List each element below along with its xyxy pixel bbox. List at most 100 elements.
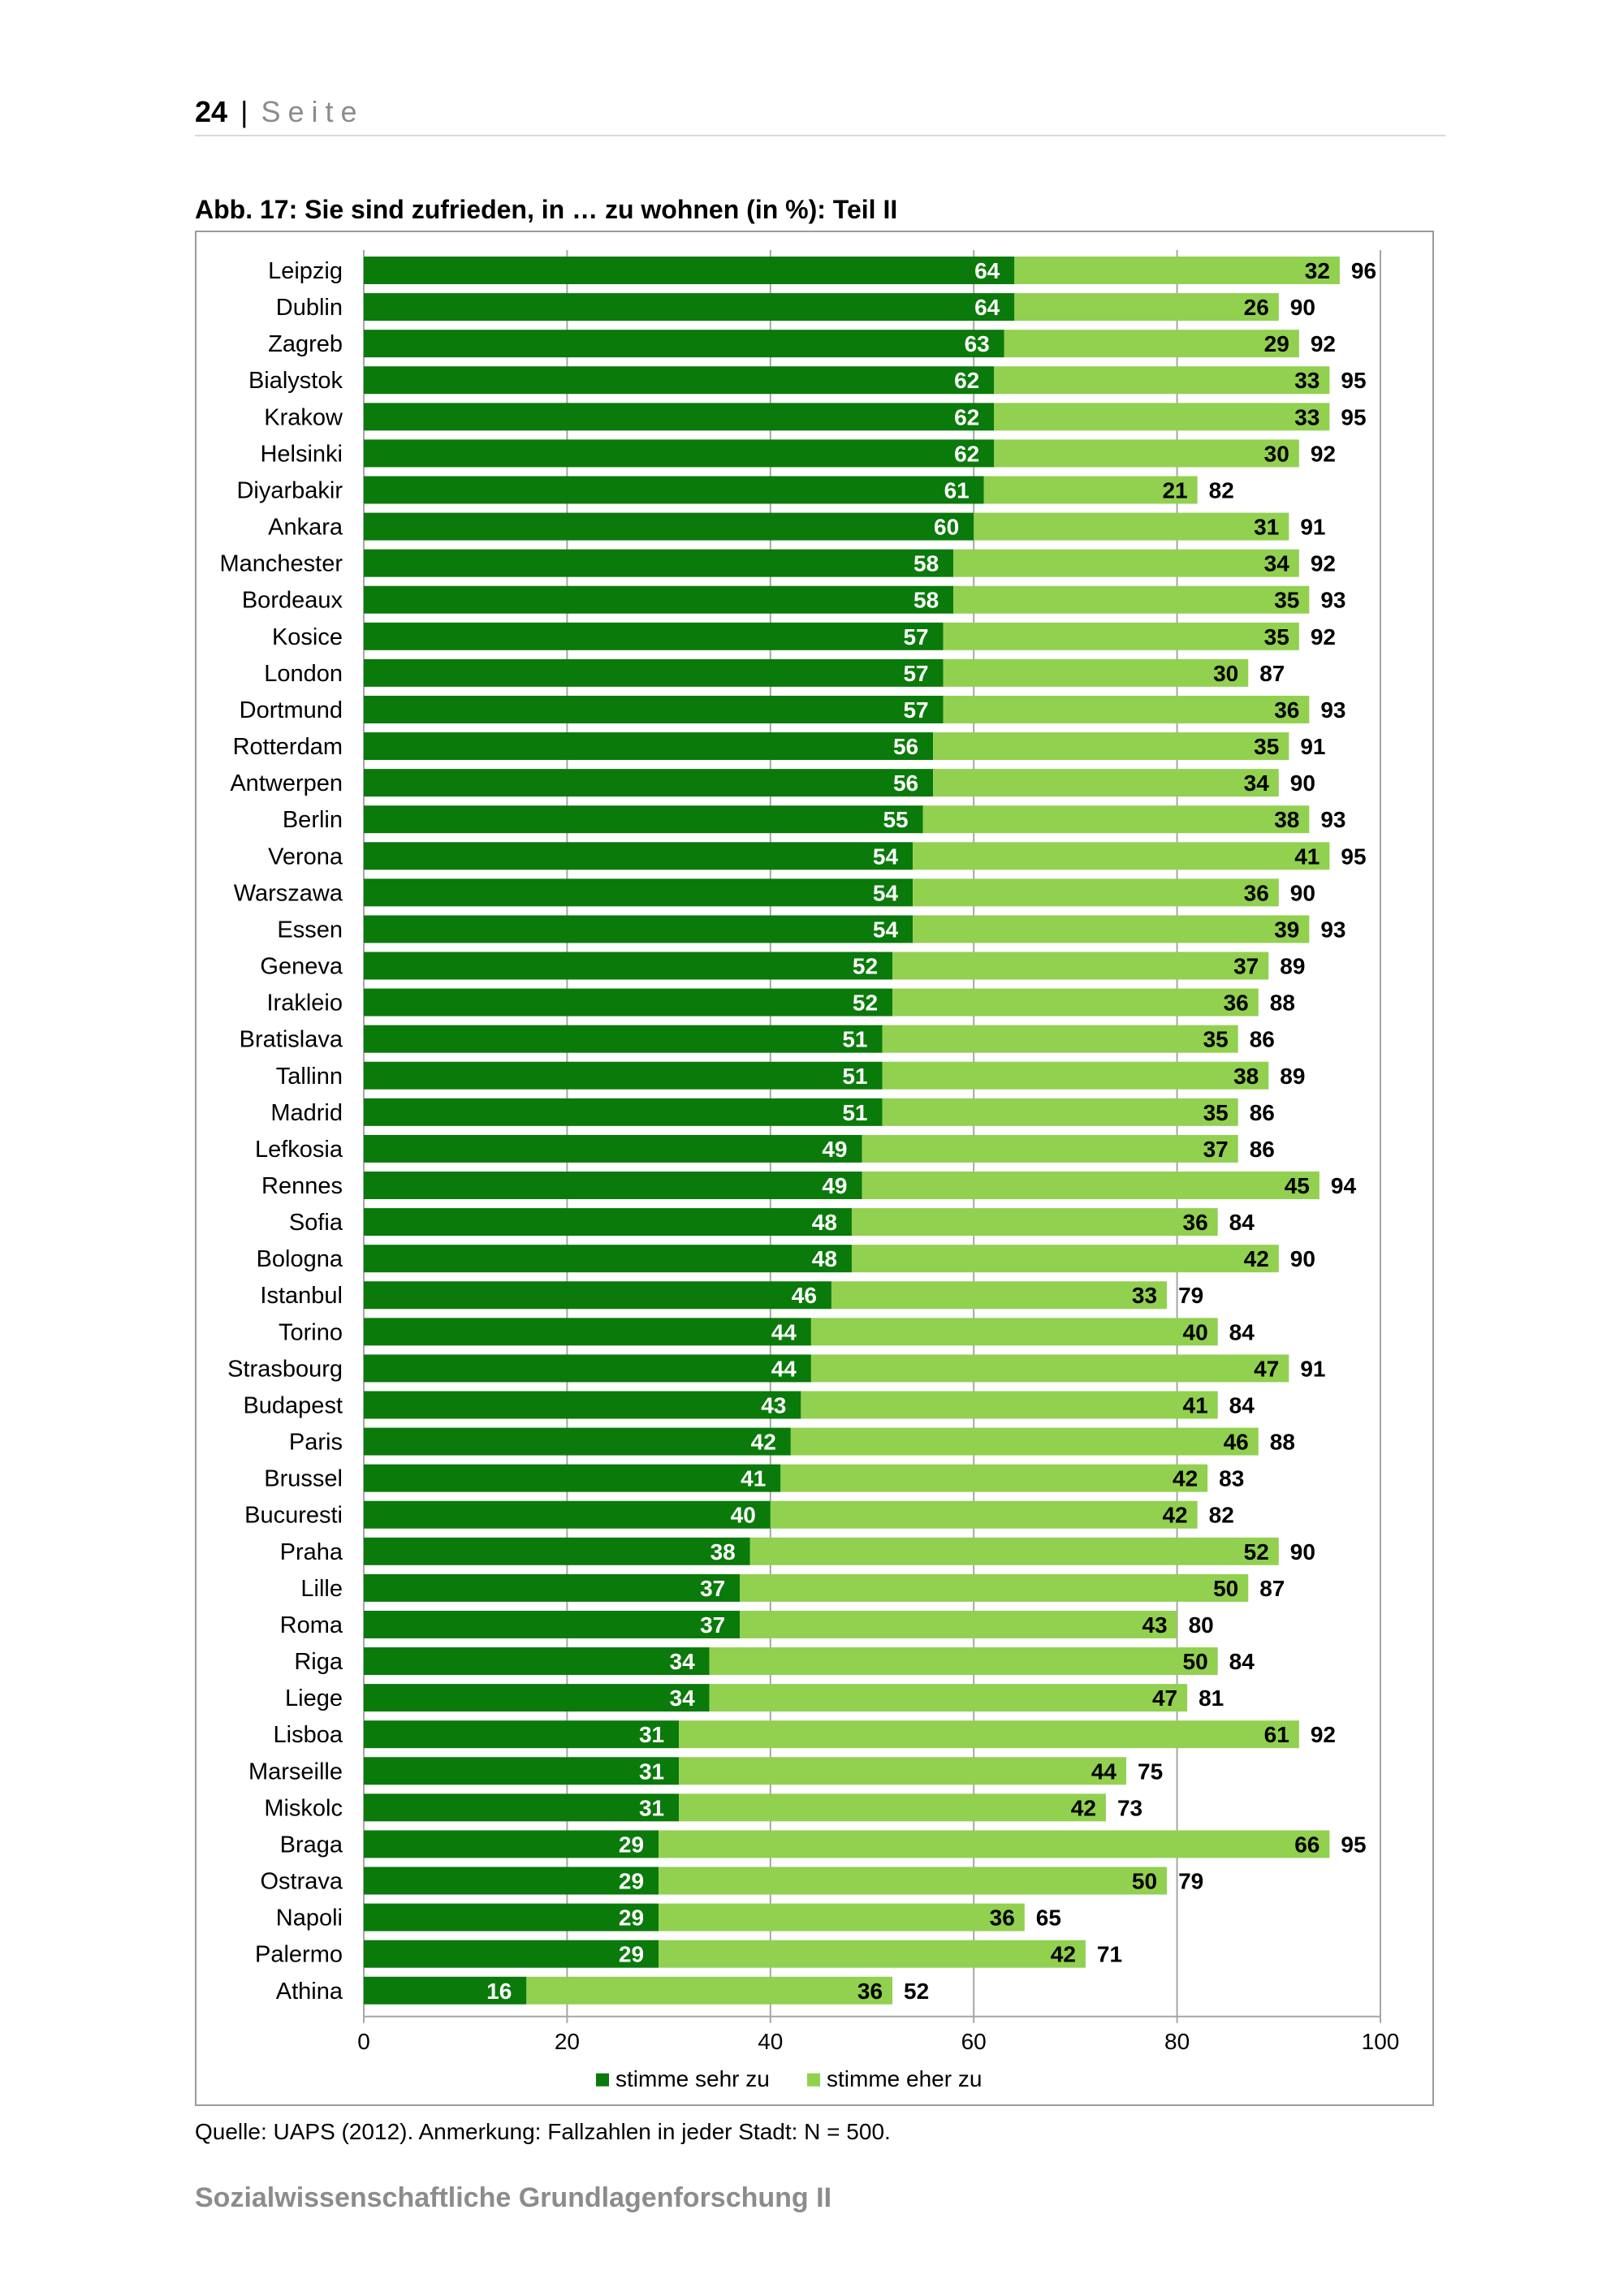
data-label-total: 87 (1259, 661, 1285, 686)
data-label-eher-zu: 35 (1254, 734, 1279, 759)
data-label-eher-zu: 39 (1274, 917, 1299, 942)
x-tick-label: 100 (1362, 2029, 1400, 2054)
data-label-eher-zu: 66 (1294, 1832, 1320, 1857)
data-label-eher-zu: 37 (1203, 1137, 1229, 1162)
data-label-total: 90 (1290, 295, 1315, 320)
bar-stimme-sehr-zu (364, 1208, 852, 1236)
data-label-sehr-zu: 58 (914, 588, 939, 613)
bar-stimme-sehr-zu (364, 1684, 710, 1712)
bar-stimme-sehr-zu (364, 1940, 659, 1968)
category-label: Miskolc (264, 1795, 343, 1821)
bar-stimme-sehr-zu (364, 1098, 883, 1126)
data-label-eher-zu: 38 (1274, 807, 1299, 832)
data-label-sehr-zu: 55 (883, 807, 908, 832)
bar-stimme-sehr-zu (364, 622, 944, 650)
bar-stimme-eher-zu (862, 1134, 1238, 1163)
x-tick-label: 60 (961, 2029, 987, 2054)
data-label-eher-zu: 34 (1264, 551, 1290, 576)
category-label: Warszawa (234, 880, 343, 906)
category-label: Roma (280, 1612, 343, 1638)
data-label-eher-zu: 33 (1132, 1283, 1157, 1308)
data-label-total: 90 (1290, 880, 1315, 905)
data-label-sehr-zu: 64 (974, 295, 1000, 320)
data-label-total: 95 (1341, 368, 1366, 393)
category-label: Torino (279, 1319, 343, 1345)
data-label-sehr-zu: 41 (741, 1466, 766, 1491)
data-label-sehr-zu: 38 (710, 1539, 736, 1564)
bar-stimme-sehr-zu (364, 769, 934, 797)
data-label-total: 91 (1300, 734, 1325, 759)
x-tick-label: 80 (1164, 2029, 1190, 2054)
data-label-sehr-zu: 52 (853, 954, 878, 979)
data-label-sehr-zu: 34 (670, 1649, 696, 1674)
chart-svg: 0 20 40 60 80 100 Leipzig 64 32 96 Dublin 64 26 90 Zag… (219, 250, 1400, 2091)
data-label-eher-zu: 32 (1305, 258, 1330, 283)
category-label: Dortmund (240, 697, 343, 723)
data-label-total: 96 (1351, 258, 1376, 283)
data-label-eher-zu: 36 (1224, 990, 1249, 1016)
data-label-total: 90 (1290, 1539, 1315, 1564)
data-label-sehr-zu: 37 (700, 1612, 725, 1638)
data-label-eher-zu: 46 (1224, 1430, 1249, 1455)
data-label-eher-zu: 40 (1183, 1319, 1208, 1344)
legend-swatch-eher-zu (807, 2073, 820, 2087)
bar-stimme-eher-zu (740, 1610, 1177, 1638)
data-label-eher-zu: 30 (1264, 441, 1289, 466)
bar-stimme-sehr-zu (364, 1720, 680, 1749)
bar-stimme-sehr-zu (364, 1976, 527, 2005)
data-label-sehr-zu: 64 (974, 258, 1000, 283)
bar-stimme-sehr-zu (364, 512, 974, 541)
data-label-eher-zu: 42 (1244, 1246, 1269, 1271)
data-label-total: 82 (1209, 477, 1234, 503)
data-label-eher-zu: 21 (1162, 477, 1187, 503)
category-label: Praha (280, 1539, 343, 1565)
chart-frame: 0 20 40 60 80 100 Leipzig 64 32 96 Dublin 64 26 90 Zag… (195, 231, 1434, 2106)
page-number: 24 (195, 95, 228, 128)
data-label-sehr-zu: 29 (619, 1942, 644, 1967)
data-label-sehr-zu: 48 (812, 1210, 837, 1235)
data-label-total: 83 (1219, 1466, 1244, 1491)
data-label-eher-zu: 33 (1294, 368, 1320, 393)
bar-stimme-eher-zu (882, 1098, 1238, 1126)
bar-stimme-sehr-zu (364, 476, 984, 504)
bar-stimme-sehr-zu (364, 1500, 771, 1529)
category-label: Sofia (289, 1210, 343, 1236)
category-label: Leipzig (268, 258, 343, 284)
data-label-sehr-zu: 62 (954, 404, 979, 429)
category-label: London (264, 661, 343, 687)
data-label-eher-zu: 36 (1244, 880, 1269, 905)
data-label-eher-zu: 42 (1071, 1795, 1096, 1820)
data-label-eher-zu: 42 (1173, 1466, 1198, 1491)
bar-stimme-sehr-zu (364, 293, 1015, 322)
bar-stimme-eher-zu (526, 1976, 893, 2005)
bar-stimme-sehr-zu (364, 1793, 680, 1822)
bar-stimme-eher-zu (790, 1427, 1259, 1456)
category-label: Istanbul (260, 1283, 343, 1309)
data-label-total: 86 (1250, 1027, 1275, 1052)
category-label: Brussel (264, 1466, 343, 1492)
data-label-total: 93 (1320, 697, 1345, 723)
data-label-eher-zu: 26 (1244, 295, 1269, 320)
data-label-total: 93 (1320, 588, 1345, 613)
data-label-sehr-zu: 57 (903, 697, 928, 723)
category-label: Rennes (261, 1173, 343, 1199)
data-label-eher-zu: 61 (1264, 1722, 1289, 1747)
data-label-sehr-zu: 37 (700, 1576, 725, 1601)
data-label-sehr-zu: 52 (853, 990, 878, 1016)
bar-stimme-sehr-zu (364, 366, 995, 395)
bar-stimme-eher-zu (933, 769, 1279, 797)
data-label-eher-zu: 37 (1233, 954, 1259, 979)
data-label-total: 84 (1229, 1649, 1255, 1674)
bar-stimme-eher-zu (933, 732, 1289, 761)
category-label: Budapest (243, 1392, 343, 1418)
data-label-sehr-zu: 29 (619, 1832, 644, 1857)
bar-stimme-eher-zu (994, 439, 1299, 468)
data-label-sehr-zu: 54 (873, 880, 899, 905)
data-label-sehr-zu: 44 (771, 1319, 797, 1344)
category-label: Helsinki (260, 441, 343, 467)
category-label: Krakow (264, 404, 343, 430)
bar-stimme-eher-zu (892, 988, 1259, 1016)
bar-stimme-eher-zu (740, 1573, 1249, 1602)
bar-stimme-sehr-zu (364, 805, 923, 834)
category-label: Berlin (283, 807, 343, 833)
